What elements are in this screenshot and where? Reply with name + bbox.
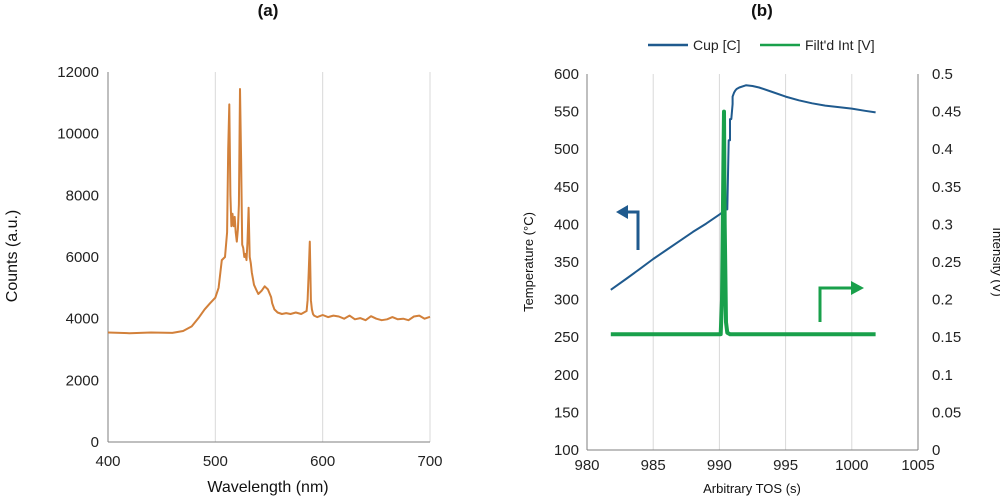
panel-b-y-tick-label: 600 bbox=[554, 66, 579, 83]
panel-a-axes bbox=[107, 72, 430, 443]
panel-b-y-tick-label: 250 bbox=[554, 329, 579, 346]
panel-a: (a) 400 500 600 700 0 2000 4000 6000 8000 10000 1… bbox=[4, 1, 443, 496]
panel-a-y-tick-label: 6000 bbox=[66, 249, 99, 266]
panel-a-y-tick-label: 10000 bbox=[57, 126, 99, 143]
panel-a-y-tick-label: 8000 bbox=[66, 187, 99, 204]
panel-b-y2-tick-label: 0.05 bbox=[932, 404, 961, 421]
panel-b-y-ticks: 100 150 200 250 300 350 400 450 500 550 600 bbox=[554, 66, 579, 459]
panel-b-series bbox=[610, 84, 876, 337]
panel-b-y2-tick-label: 0.1 bbox=[932, 367, 953, 384]
panel-b-y-tick-label: 450 bbox=[554, 179, 579, 196]
panel-a-y-axis-title: Counts (a.u.) bbox=[4, 210, 21, 302]
panel-b-grid bbox=[652, 74, 853, 450]
panel-a-y-ticks: 0 2000 4000 6000 8000 10000 12000 bbox=[57, 64, 99, 451]
panel-b-y-tick-label: 300 bbox=[554, 292, 579, 309]
panel-a-y-tick-label: 4000 bbox=[66, 311, 99, 328]
panel-b-cup-line bbox=[610, 84, 876, 291]
panel-b-y2-tick-label: 0.4 bbox=[932, 141, 953, 158]
panel-b-x-tick-label: 985 bbox=[641, 457, 666, 474]
arrow-left-head bbox=[616, 205, 628, 219]
panel-a-title: (a) bbox=[258, 1, 279, 20]
panel-b-y2-tick-label: 0.5 bbox=[932, 66, 953, 83]
panel-b-axes bbox=[586, 74, 919, 451]
panel-b-x-tick-label: 1005 bbox=[901, 457, 934, 474]
panel-a-x-tick-label: 700 bbox=[417, 453, 442, 470]
arrow-right-to-intensity bbox=[818, 286, 852, 322]
panel-b-x-ticks: 980 985 990 995 1000 1005 bbox=[574, 457, 934, 474]
panel-b-x-tick-label: 995 bbox=[773, 457, 798, 474]
panel-a-x-tick-label: 400 bbox=[95, 453, 120, 470]
panel-a-x-tick-label: 600 bbox=[310, 453, 335, 470]
panel-b-annotations bbox=[616, 205, 864, 322]
panel-b-y2-tick-label: 0.25 bbox=[932, 254, 961, 271]
legend-label-cup: Cup [C] bbox=[693, 37, 740, 53]
panel-a-y-tick-label: 2000 bbox=[66, 372, 99, 389]
panel-b-y2-tick-label: 0.2 bbox=[932, 292, 953, 309]
panel-b-y-tick-label: 200 bbox=[554, 367, 579, 384]
arrow-right-head bbox=[851, 281, 864, 295]
panel-a-y-tick-label: 0 bbox=[91, 434, 99, 451]
panel-b-y2-tick-label: 0.3 bbox=[932, 216, 953, 233]
panel-b-y-axis-title: Temperature (°C) bbox=[521, 212, 536, 312]
panel-a-x-tick-label: 500 bbox=[203, 453, 228, 470]
panel-a-y-tick-label: 12000 bbox=[57, 64, 99, 81]
panel-b-legend: Cup [C] Filt'd Int [V] bbox=[648, 37, 875, 53]
panel-b-y2-tick-label: 0 bbox=[932, 442, 940, 459]
panel-a-x-ticks: 400 500 600 700 bbox=[95, 453, 442, 470]
panel-a-series bbox=[107, 88, 431, 335]
panel-a-grid bbox=[214, 72, 431, 442]
panel-a-x-axis-title: Wavelength (nm) bbox=[207, 479, 328, 496]
panel-b-y2-tick-label: 0.35 bbox=[932, 179, 961, 196]
arrow-left-to-temperature bbox=[626, 210, 640, 250]
panel-b-intensity-line bbox=[610, 109, 876, 337]
panel-b-y2-axis-title: Intensity (V) bbox=[990, 227, 1000, 296]
panel-b-y-tick-label: 400 bbox=[554, 216, 579, 233]
panel-b-y-tick-label: 500 bbox=[554, 141, 579, 158]
panel-b-x-tick-label: 990 bbox=[707, 457, 732, 474]
panel-b-title: (b) bbox=[751, 1, 773, 20]
panel-b-y-tick-label: 550 bbox=[554, 104, 579, 121]
panel-b-y-tick-label: 100 bbox=[554, 442, 579, 459]
panel-b-x-tick-label: 980 bbox=[574, 457, 599, 474]
panel-b-y2-tick-label: 0.15 bbox=[932, 329, 961, 346]
legend-label-intensity: Filt'd Int [V] bbox=[805, 37, 875, 53]
panel-a-series-line bbox=[107, 88, 431, 335]
panel-b-y-tick-label: 350 bbox=[554, 254, 579, 271]
panel-b: (b) Cup [C] Filt'd Int [V] 980 985 990 995 1… bbox=[521, 1, 1000, 496]
panel-b-x-tick-label: 1000 bbox=[835, 457, 868, 474]
panel-b-y-tick-label: 150 bbox=[554, 404, 579, 421]
panel-b-y2-ticks: 0 0.05 0.1 0.15 0.2 0.25 0.3 0.35 0.4 0.45 0.5 bbox=[932, 66, 961, 459]
panel-b-y2-tick-label: 0.45 bbox=[932, 104, 961, 121]
panel-b-x-axis-title: Arbitrary TOS (s) bbox=[703, 481, 801, 496]
